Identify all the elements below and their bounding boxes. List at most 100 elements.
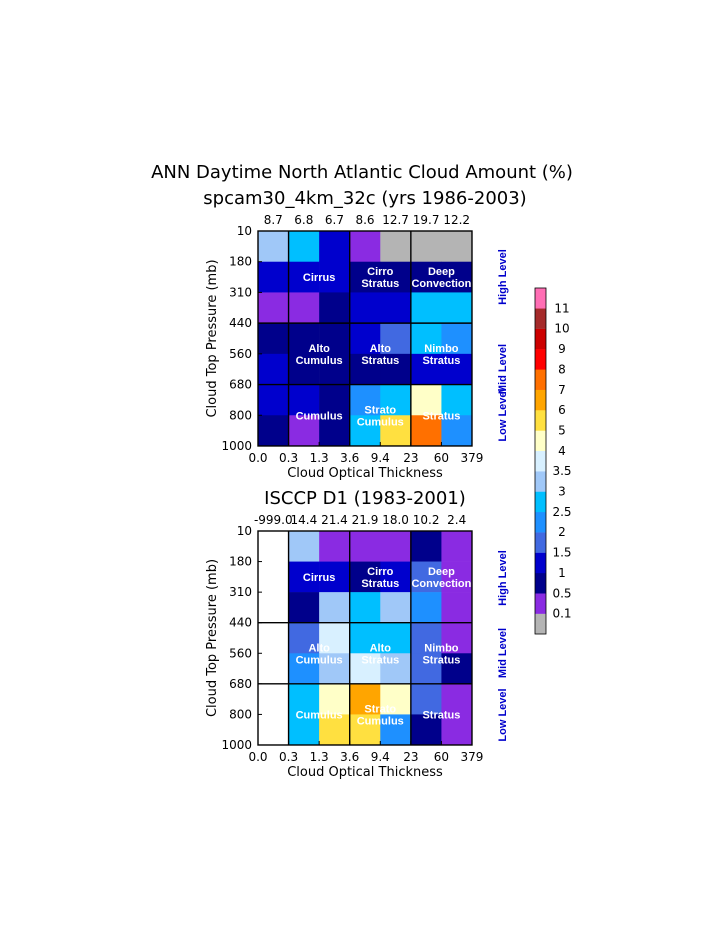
y-tick-label: 440 — [229, 616, 252, 630]
y-tick-label: 560 — [229, 347, 252, 361]
heatmap-cell — [258, 384, 289, 416]
column-total: 6.8 — [294, 213, 313, 227]
heatmap-cell — [319, 592, 351, 624]
colorbar-tick-label: 8 — [558, 362, 566, 376]
heatmap-cell — [410, 261, 442, 293]
level-label: Mid Level — [497, 628, 509, 678]
heatmap-cell — [441, 653, 473, 685]
heatmap-cell — [441, 323, 473, 355]
heatmap-cell — [319, 415, 351, 447]
heatmap-cell — [410, 531, 442, 562]
plot-frame — [257, 530, 473, 746]
level-label: Mid Level — [497, 344, 509, 394]
heatmap-cell — [410, 384, 442, 416]
panels: spcam30_4km_32c (yrs 1986-2003) 8.7 6.8 6.7… — [203, 188, 526, 780]
column-total: 19.7 — [413, 213, 440, 227]
y-tick-label: 800 — [229, 408, 252, 422]
heatmap-cell — [380, 531, 412, 562]
colorbar-tick-label: 0.5 — [552, 586, 571, 600]
column-total: 21.9 — [352, 513, 379, 527]
heatmap-cell — [258, 683, 289, 715]
column-total: 21.4 — [321, 513, 348, 527]
main-title: ANN Daytime North Atlantic Cloud Amount … — [151, 162, 573, 183]
heatmap-cell — [288, 531, 320, 562]
colorbar-swatch — [535, 532, 546, 553]
colorbar-swatch — [535, 369, 546, 390]
x-tick-label: 379 — [461, 750, 484, 764]
heatmap-cell — [349, 231, 381, 263]
cloud-type-label: Cumulus — [296, 410, 343, 422]
column-total: 12.2 — [443, 213, 470, 227]
heatmap-cell — [380, 261, 412, 293]
colorbar-swatch — [535, 430, 546, 452]
heatmap-cell — [441, 261, 473, 293]
heatmap-cell — [441, 231, 473, 263]
heatmap-cell — [380, 714, 412, 746]
x-tick-label: 9.4 — [371, 451, 390, 465]
heatmap-cell — [380, 653, 412, 685]
heatmap-cell — [441, 384, 473, 416]
column-total: 10.2 — [413, 513, 440, 527]
heatmap-cell — [258, 653, 289, 685]
heatmap-cell — [258, 231, 289, 263]
x-tick-label: 379 — [461, 451, 484, 465]
colorbar-swatch — [535, 613, 546, 635]
heatmap-cell — [258, 261, 289, 293]
y-tick-label: 1000 — [221, 738, 252, 752]
column-total: 2.4 — [447, 513, 466, 527]
column-total: 8.6 — [355, 213, 374, 227]
colorbar-swatch — [535, 308, 546, 329]
cloud-type-label: Cirro Stratus — [361, 266, 399, 290]
panel-title: ISCCP D1 (1983-2001) — [264, 488, 466, 509]
y-tick-label: 180 — [229, 255, 252, 269]
cloud-type-label: Cumulus — [296, 709, 343, 721]
heatmap-cell — [258, 353, 289, 385]
heatmap-cell — [349, 261, 381, 293]
heatmap-cell — [441, 714, 473, 746]
y-tick-label: 310 — [229, 285, 252, 299]
column-total: 18.0 — [382, 513, 409, 527]
heatmap-cell — [258, 561, 289, 593]
cloud-type-label: Nimbo Stratus — [422, 343, 460, 367]
heatmap-cell — [441, 531, 473, 562]
heatmap-cell — [288, 683, 320, 715]
heatmap-cell — [349, 683, 381, 715]
heatmap-cell — [319, 261, 351, 293]
cloud-type-label: Deep Convection — [411, 566, 471, 590]
heatmap-cell — [349, 384, 381, 416]
heatmap-cell — [288, 261, 320, 293]
heatmap-cell — [319, 292, 351, 324]
heatmap-cell — [410, 231, 442, 263]
heatmap-cell — [410, 592, 442, 624]
colorbar-tick-label: 0.1 — [552, 607, 571, 621]
heatmap-cell — [380, 561, 412, 593]
y-tick-label: 1000 — [221, 439, 252, 453]
heatmap-cell — [380, 323, 412, 355]
cloud-type-label: Strato Cumulus — [357, 404, 404, 428]
cloud-type-label: Alto Cumulus — [296, 343, 343, 367]
heatmap-cell — [258, 714, 289, 746]
level-label: High Level — [497, 249, 509, 305]
cloud-type-label: Cirrus — [303, 272, 335, 284]
heatmap-cell — [288, 622, 320, 654]
heatmap-cell — [441, 592, 473, 624]
heatmap-cell — [319, 622, 351, 654]
heatmap-cell — [410, 714, 442, 746]
heatmap-cell — [380, 384, 412, 416]
x-tick-label: 23 — [403, 750, 418, 764]
colorbar: 0.1 0.5 1 1.5 2 2.5 3 3.5 4 5 6 7 8 9 10 11 — [534, 287, 572, 635]
y-axis-label: Cloud Top Pressure (mb) — [205, 559, 220, 717]
colorbar-swatch — [535, 328, 546, 350]
heatmap-cell — [288, 231, 320, 263]
heatmap-cell — [349, 353, 381, 385]
heatmap-cell — [319, 323, 351, 355]
colorbar-tick-label: 11 — [554, 301, 569, 315]
colorbar-swatch — [535, 572, 546, 594]
heatmap-cell — [288, 592, 320, 624]
level-label: High Level — [497, 550, 509, 606]
level-label: Low Level — [497, 688, 509, 741]
heatmap-cell — [258, 531, 289, 562]
heatmap-cell — [380, 353, 412, 385]
y-tick-label: 180 — [229, 555, 252, 569]
